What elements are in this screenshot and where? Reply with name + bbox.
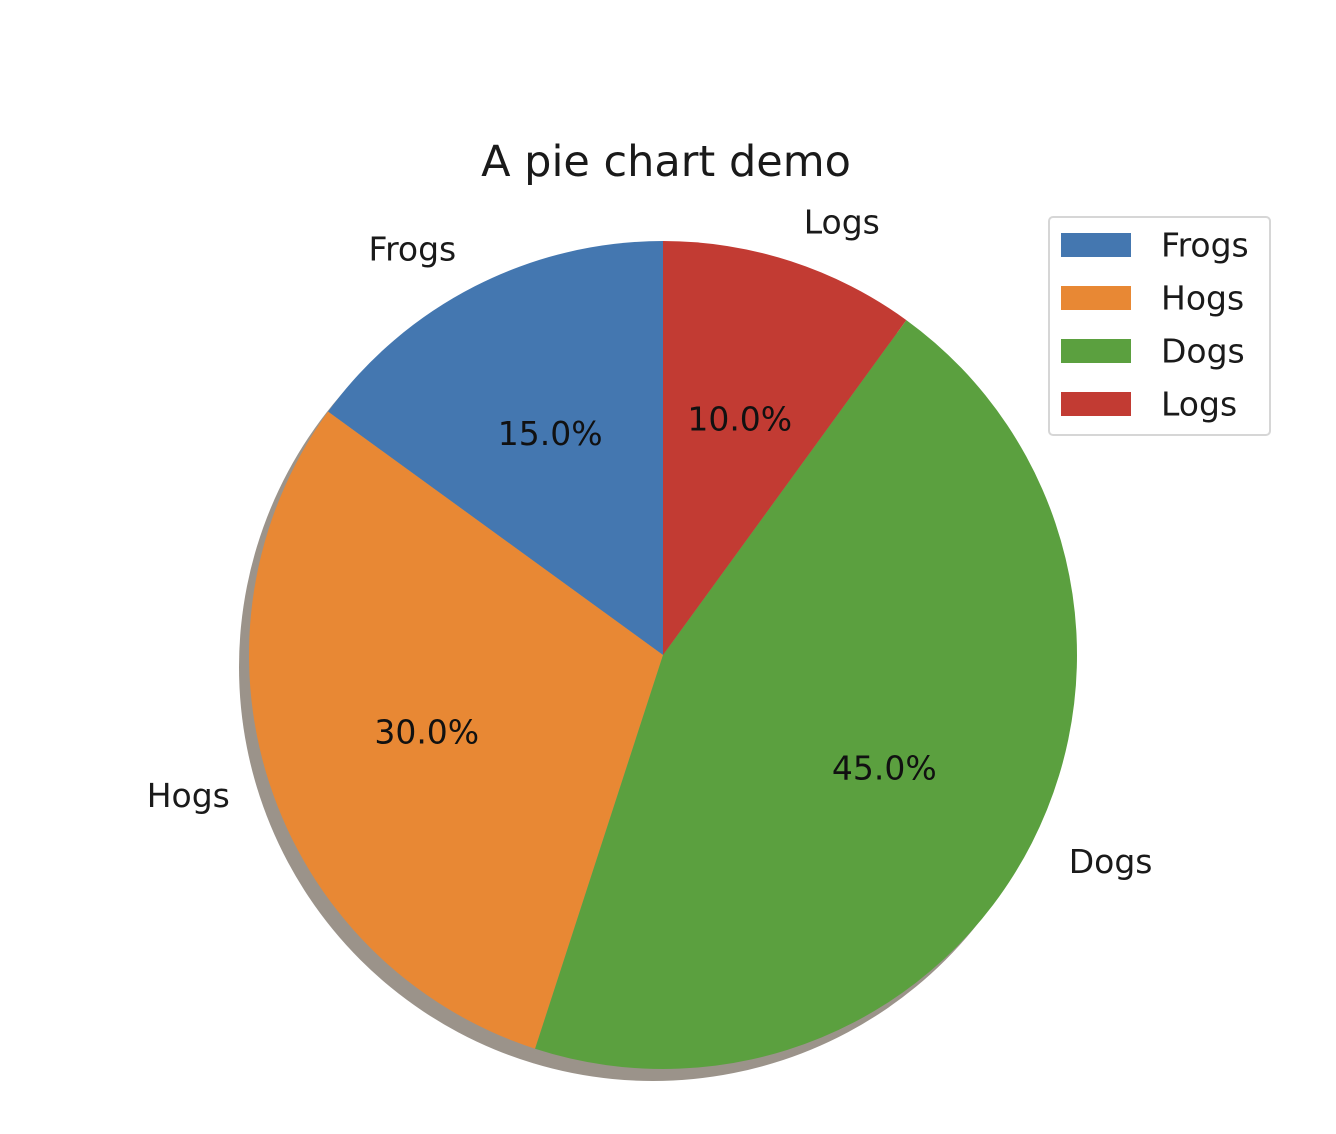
legend-swatch-logs <box>1061 392 1131 416</box>
slice-label-dogs: Dogs <box>1069 842 1153 881</box>
legend-label-hogs: Hogs <box>1161 279 1244 318</box>
pie-slice-logs <box>663 241 907 655</box>
legend-label-logs: Logs <box>1161 385 1237 424</box>
legend: Frogs Hogs Dogs Logs <box>1048 216 1271 436</box>
slice-label-logs: Logs <box>804 202 880 241</box>
slice-label-frogs: Frogs <box>368 230 456 269</box>
legend-label-frogs: Frogs <box>1161 226 1249 265</box>
percent-label-logs: 10.0% <box>687 399 792 438</box>
percent-label-hogs: 30.0% <box>374 712 479 751</box>
chart-title: A pie chart demo <box>481 137 851 187</box>
pie-slice-hogs <box>248 411 663 1049</box>
slice-label-hogs: Hogs <box>147 776 230 815</box>
pie-labels: Frogs 15.0% Hogs 30.0% Dogs 45.0% Logs 10.0% <box>147 202 1153 881</box>
legend-swatch-dogs <box>1061 339 1131 363</box>
pie-slice-frogs <box>328 241 663 655</box>
legend-frame <box>1048 216 1271 436</box>
legend-swatch-hogs <box>1061 286 1131 310</box>
pie-slices <box>248 241 1077 1069</box>
legend-swatch-frogs <box>1061 233 1131 257</box>
legend-label-dogs: Dogs <box>1161 332 1245 371</box>
percent-label-dogs: 45.0% <box>832 748 937 787</box>
pie-slice-dogs <box>535 320 1077 1069</box>
percent-label-frogs: 15.0% <box>498 414 603 453</box>
